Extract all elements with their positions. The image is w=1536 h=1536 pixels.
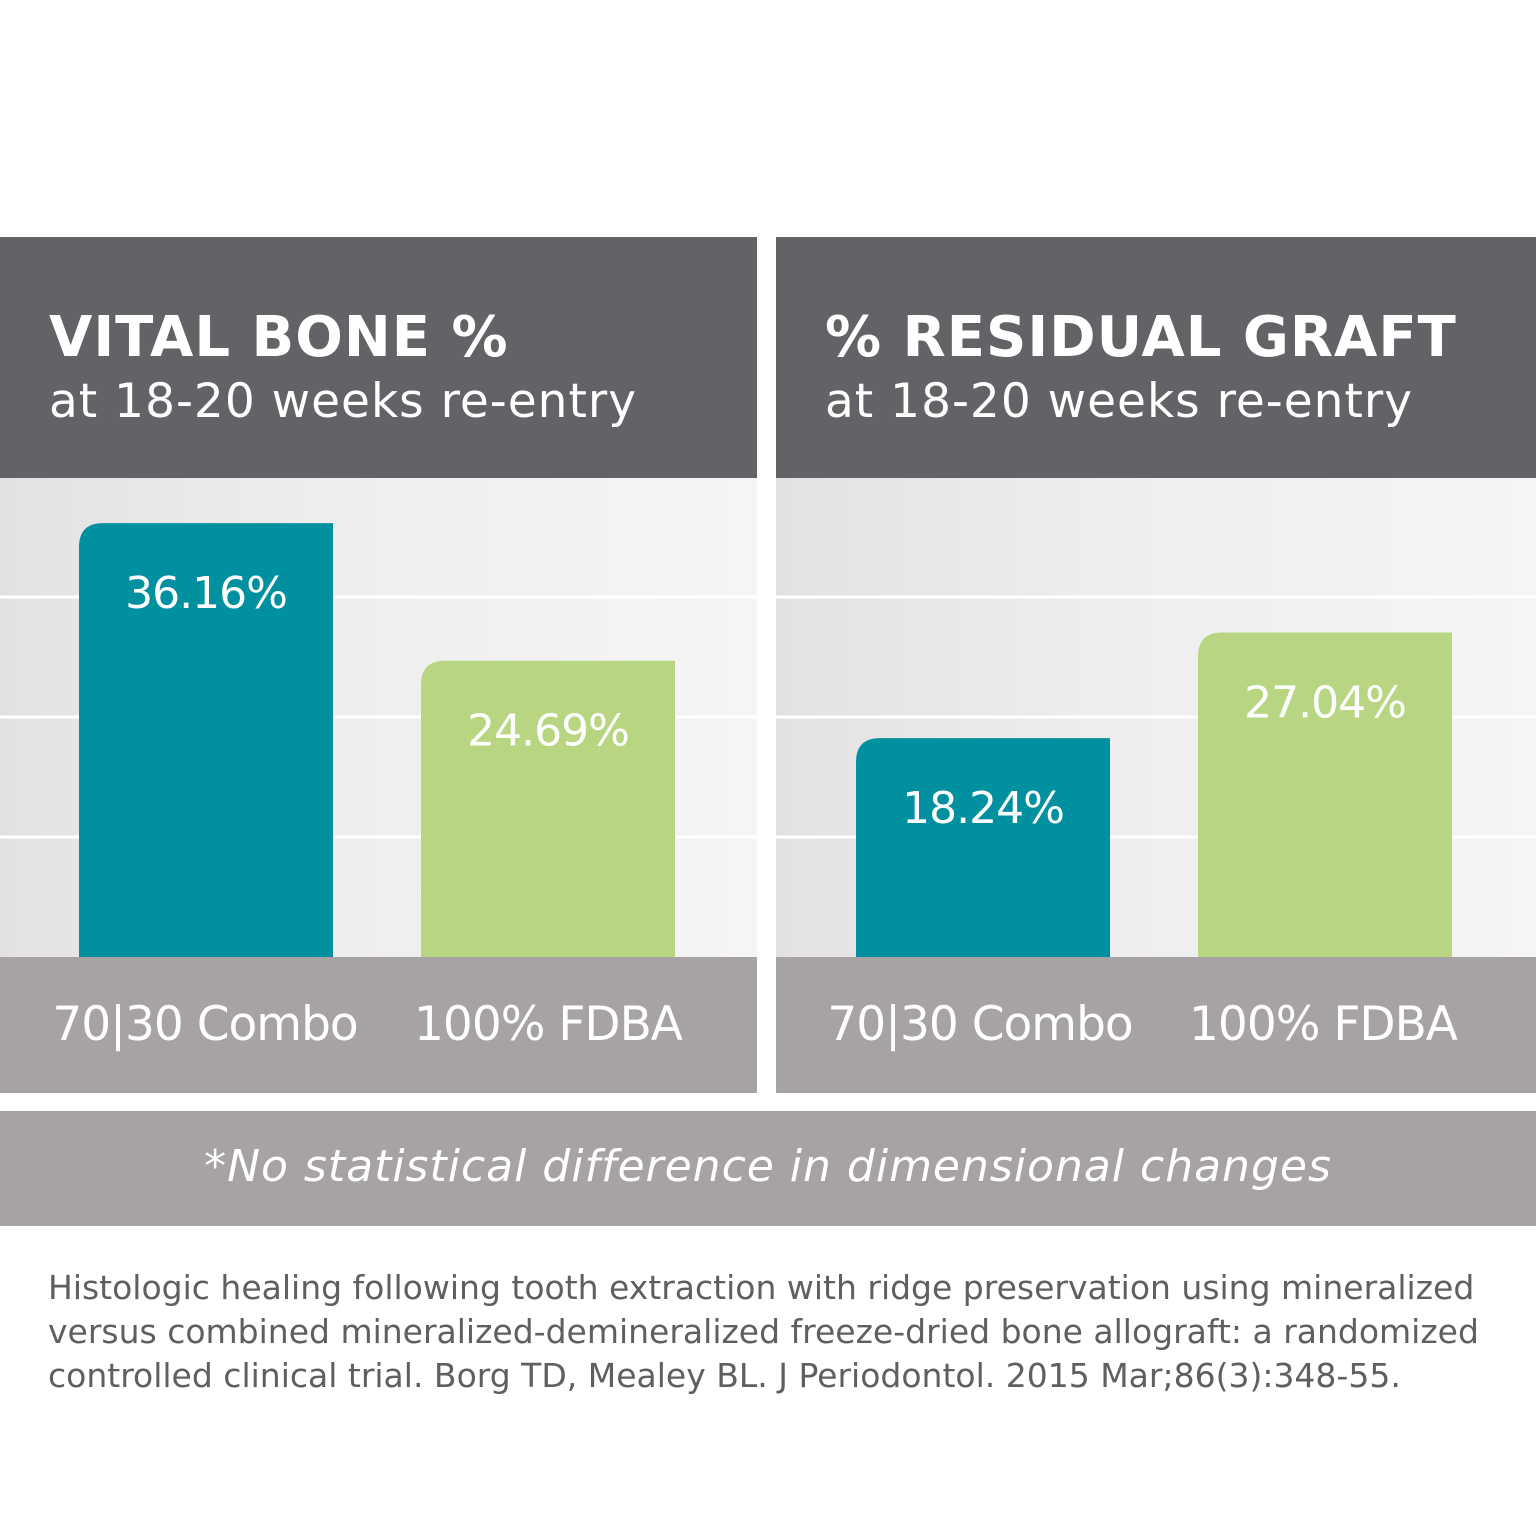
chart-panel-vital-bone: VITAL BONE % at 18-20 weeks re-entry 36.…: [0, 237, 757, 1093]
chart-panel-residual-graft: % RESIDUAL GRAFT at 18-20 weeks re-entry…: [776, 237, 1536, 1093]
chart-subtitle: at 18-20 weeks re-entry: [49, 374, 638, 429]
footnote-band: *No statistical difference in dimensiona…: [0, 1111, 1536, 1226]
bar-value-label: 27.04%: [1244, 678, 1406, 729]
chart-header: VITAL BONE % at 18-20 weeks re-entry: [0, 237, 757, 478]
plot-area: 36.16% 24.69%: [0, 478, 757, 957]
chart-title: VITAL BONE %: [49, 305, 509, 370]
bar: [79, 523, 333, 957]
bar-chart-svg: 36.16% 24.69%: [0, 523, 757, 957]
citation: Histologic healing following tooth extra…: [48, 1268, 1479, 1395]
bar-value-label: 36.16%: [125, 568, 287, 619]
chart-subtitle: at 18-20 weeks re-entry: [825, 374, 1414, 429]
category-label: 70|30 Combo: [827, 997, 1133, 1052]
category-label: 100% FDBA: [1189, 997, 1458, 1052]
bar: [856, 738, 1110, 957]
plot-area: 18.24% 27.04%: [776, 478, 1536, 957]
chart-title: % RESIDUAL GRAFT: [825, 305, 1457, 370]
bar-value-label: 24.69%: [467, 706, 629, 757]
category-axis: 70|30 Combo 100% FDBA: [776, 957, 1536, 1093]
category-label: 70|30 Combo: [52, 997, 358, 1052]
chart-header: % RESIDUAL GRAFT at 18-20 weeks re-entry: [776, 237, 1536, 478]
bar-value-label: 18.24%: [902, 783, 1064, 834]
footnote: *No statistical difference in dimensiona…: [204, 1141, 1332, 1192]
category-axis: 70|30 Combo 100% FDBA: [0, 957, 757, 1093]
bar: [421, 660, 675, 957]
bar-chart-svg: 18.24% 27.04%: [776, 595, 1536, 957]
category-label: 100% FDBA: [414, 997, 683, 1052]
bar: [1198, 632, 1452, 957]
